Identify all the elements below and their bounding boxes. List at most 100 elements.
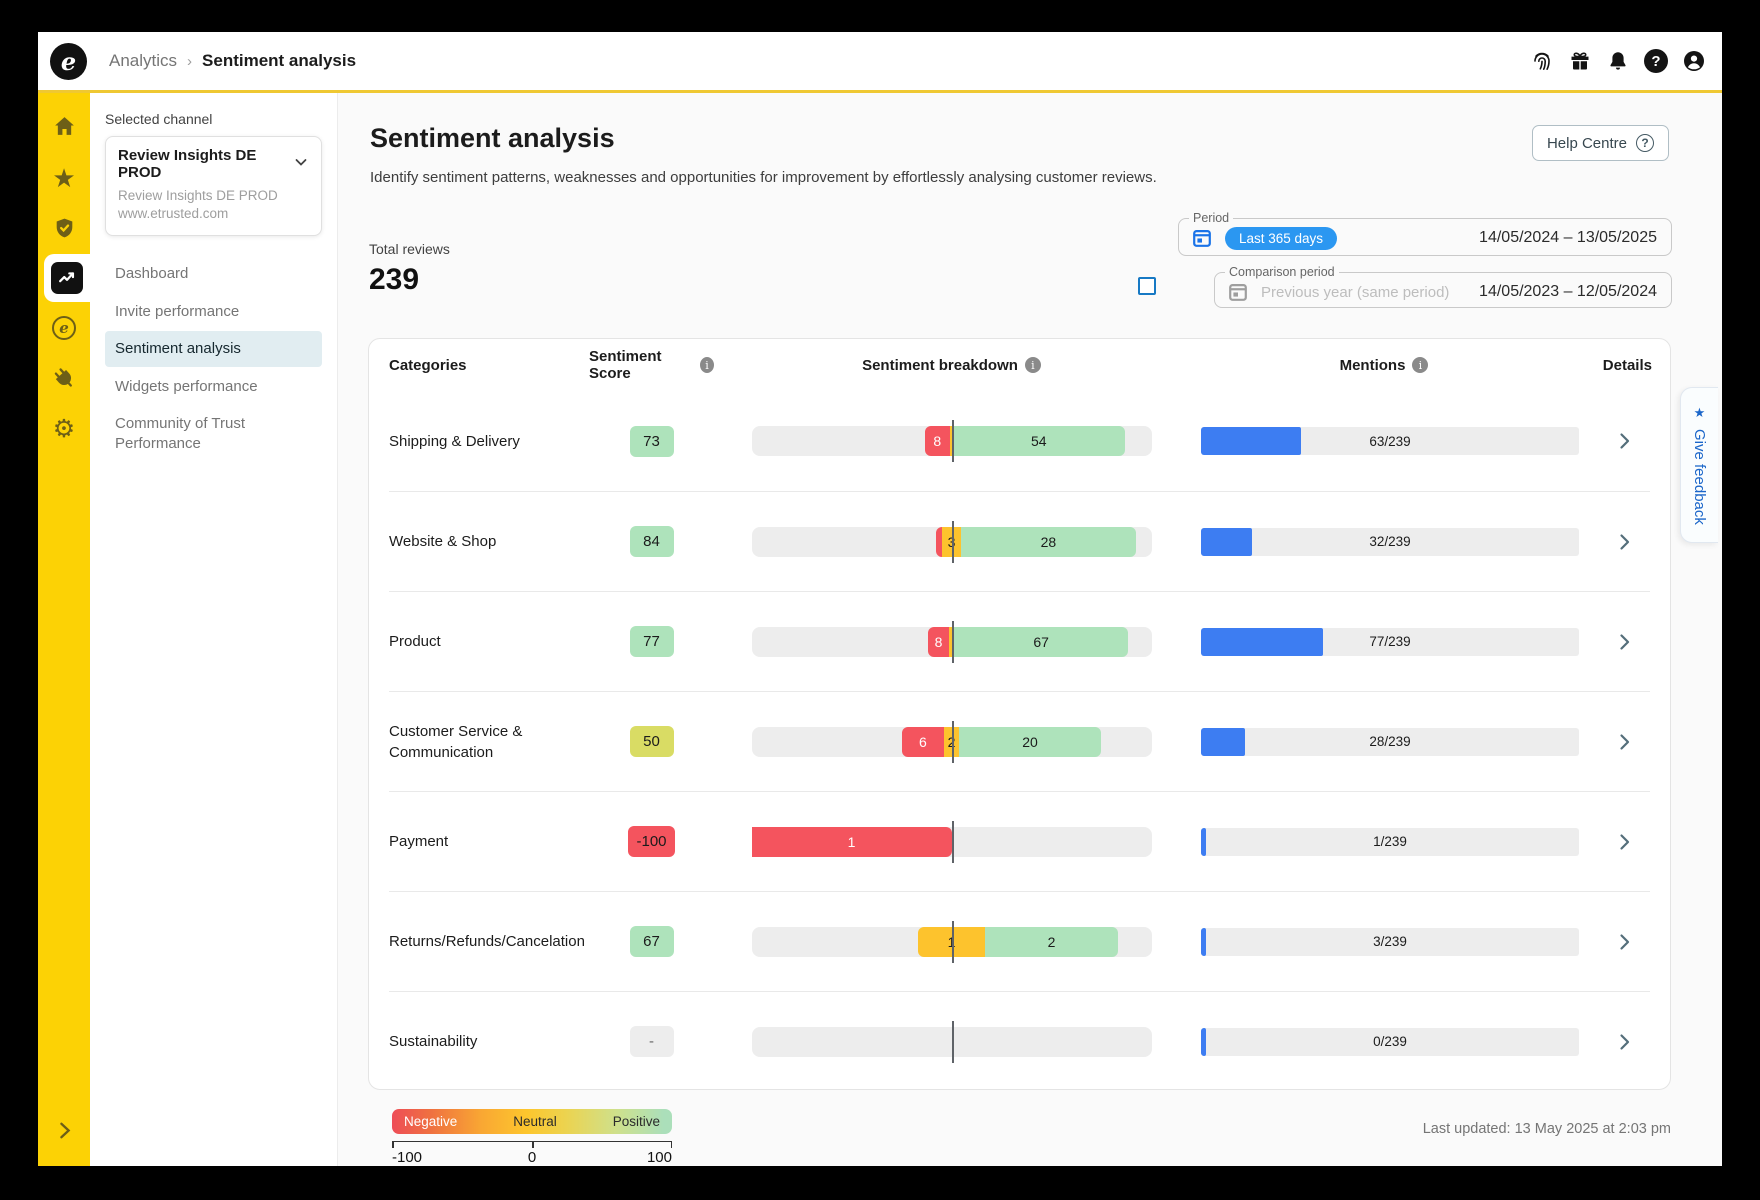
category-label: Website & Shop [389, 533, 497, 550]
account-icon[interactable] [1681, 48, 1707, 74]
breakdown-center-line [951, 920, 954, 963]
channel-selector[interactable]: Review Insights DE PROD Review Insights … [105, 136, 322, 237]
sentiment-breakdown-bar [751, 1020, 1152, 1063]
sentiment-score-chip: - [629, 1026, 674, 1057]
sentiment-breakdown-bar: 1 [751, 820, 1152, 863]
header-mentions: Mentions i [1189, 357, 1579, 374]
mentions-fill [1201, 927, 1206, 956]
nav-item[interactable]: Dashboard [115, 265, 189, 283]
icon-sidebar: ★ e ⚙ [38, 93, 90, 1166]
app-window: e Analytics › Sentiment analysis [38, 32, 1722, 1166]
header-breakdown: Sentiment breakdown i [714, 357, 1189, 374]
period-selector[interactable]: Period Last 365 days 14/05/2024 – 13/05/… [1178, 211, 1672, 256]
period-chip[interactable]: Last 365 days [1225, 226, 1338, 250]
mentions-label: 1/239 [1373, 834, 1407, 849]
analytics-badge [51, 262, 83, 294]
help-icon[interactable]: ? [1643, 48, 1669, 74]
table-row: Product 77 67 8 77/239 [389, 591, 1650, 691]
nav-item[interactable]: Widgets performance [115, 377, 258, 395]
period-label: Period [1193, 211, 1230, 225]
mentions-bar: 77/239 [1201, 627, 1579, 656]
info-icon[interactable]: i [699, 357, 714, 373]
table-row: Customer Service & Communication 50 2026… [389, 691, 1650, 791]
category-label: Returns/Refunds/Cancelation [389, 933, 585, 950]
mentions-fill [1201, 1027, 1206, 1056]
give-feedback-label: Give feedback [1691, 429, 1708, 525]
shield-check-icon[interactable] [38, 203, 90, 254]
chevron-down-icon [293, 154, 309, 175]
table-row: Website & Shop 84 283 32/239 [389, 491, 1650, 591]
sentiment-breakdown-bar: 2026 [751, 720, 1152, 763]
give-feedback-tab[interactable]: ★ Give feedback [1680, 387, 1718, 543]
mentions-label: 32/239 [1369, 534, 1411, 549]
info-icon[interactable]: i [1024, 357, 1041, 373]
total-reviews-label: Total reviews [369, 241, 450, 257]
breakdown-center-line [951, 420, 954, 462]
mentions-fill [1201, 627, 1323, 656]
legend-positive: Positive [612, 1114, 660, 1129]
sentiment-score-chip: 73 [629, 425, 674, 457]
header-score: Sentiment Score i [589, 348, 714, 382]
breadcrumb-analytics[interactable]: Analytics [109, 51, 178, 70]
sentiment-score-chip: 67 [629, 926, 674, 957]
sentiment-legend: Negative Neutral Positive -100 0 100 [392, 1109, 672, 1166]
chevron-right-icon[interactable] [1619, 633, 1630, 651]
plug-icon[interactable] [38, 353, 90, 404]
brand-divider [38, 90, 1722, 93]
sentiment-breakdown-bar: 283 [751, 520, 1152, 563]
legend-gradient-bar: Negative Neutral Positive [392, 1109, 672, 1134]
breakdown-center-line [951, 1020, 954, 1063]
info-icon[interactable]: i [1412, 357, 1429, 373]
table-body: Shipping & Delivery 73 54 8 63/239 Websit… [389, 391, 1650, 1091]
calendar-icon-gray [1227, 281, 1249, 303]
legend-max: 100 [646, 1149, 672, 1166]
gift-icon[interactable] [1567, 48, 1593, 74]
chevron-right-icon[interactable] [1619, 833, 1630, 851]
etrusted-logo[interactable]: e [50, 42, 87, 80]
chevron-right-icon[interactable] [1619, 533, 1630, 551]
fingerprint-icon[interactable] [1529, 48, 1555, 74]
selected-channel-label: Selected channel [105, 111, 213, 127]
sentiment-score-chip: 50 [629, 726, 674, 757]
comparison-selector[interactable]: Comparison period Previous year (same pe… [1214, 265, 1672, 308]
breakdown-center-line [951, 620, 954, 663]
star-icon[interactable]: ★ [52, 162, 76, 193]
gear-icon[interactable]: ⚙ [52, 415, 76, 443]
chevron-right-icon[interactable] [1619, 933, 1630, 951]
mentions-bar: 3/239 [1201, 927, 1579, 956]
chevron-right-icon[interactable] [1619, 1033, 1630, 1051]
analytics-icon[interactable] [44, 254, 90, 302]
chevron-right-icon[interactable] [1619, 733, 1630, 751]
mentions-fill [1201, 727, 1246, 756]
table-row: Sustainability - 0/239 [389, 991, 1650, 1091]
table-header: Categories Sentiment Score i Sentiment br… [389, 339, 1652, 391]
breadcrumb: Analytics › Sentiment analysis [109, 51, 356, 71]
chevron-right-icon[interactable] [1619, 432, 1630, 450]
mentions-fill [1201, 527, 1252, 556]
legend-neutral: Neutral [513, 1114, 557, 1129]
bell-icon[interactable] [1605, 48, 1631, 74]
nav-item[interactable]: Community of Trust Performance [115, 415, 246, 452]
calendar-icon [1191, 227, 1213, 249]
table-row: Shipping & Delivery 73 54 8 63/239 [389, 391, 1650, 491]
comparison-range: 14/05/2023 – 12/05/2024 [1479, 283, 1657, 300]
comparison-checkbox[interactable] [1138, 277, 1156, 295]
page-subtitle: Identify sentiment patterns, weaknesses … [370, 169, 1157, 186]
nav-item[interactable]: Invite performance [115, 302, 240, 320]
mentions-bar: 28/239 [1201, 727, 1579, 756]
total-reviews-value: 239 [369, 263, 420, 296]
legend-mid: 0 [527, 1149, 537, 1166]
help-centre-button[interactable]: Help Centre ? [1531, 125, 1669, 161]
nav-item[interactable]: Sentiment analysis [105, 331, 322, 367]
home-icon[interactable] [38, 101, 90, 152]
mentions-label: 3/239 [1373, 934, 1407, 949]
breadcrumb-separator: › [187, 52, 193, 70]
legend-negative: Negative [404, 1114, 458, 1129]
mentions-label: 0/239 [1373, 1034, 1407, 1049]
breakdown-center-line [951, 820, 954, 863]
etrusted-icon[interactable]: e [38, 302, 90, 353]
category-label: Shipping & Delivery [389, 432, 520, 450]
expand-chevron-icon[interactable] [38, 1105, 90, 1156]
comparison-placeholder: Previous year (same period) [1261, 283, 1450, 301]
channel-name: Review Insights DE PROD [118, 147, 257, 181]
